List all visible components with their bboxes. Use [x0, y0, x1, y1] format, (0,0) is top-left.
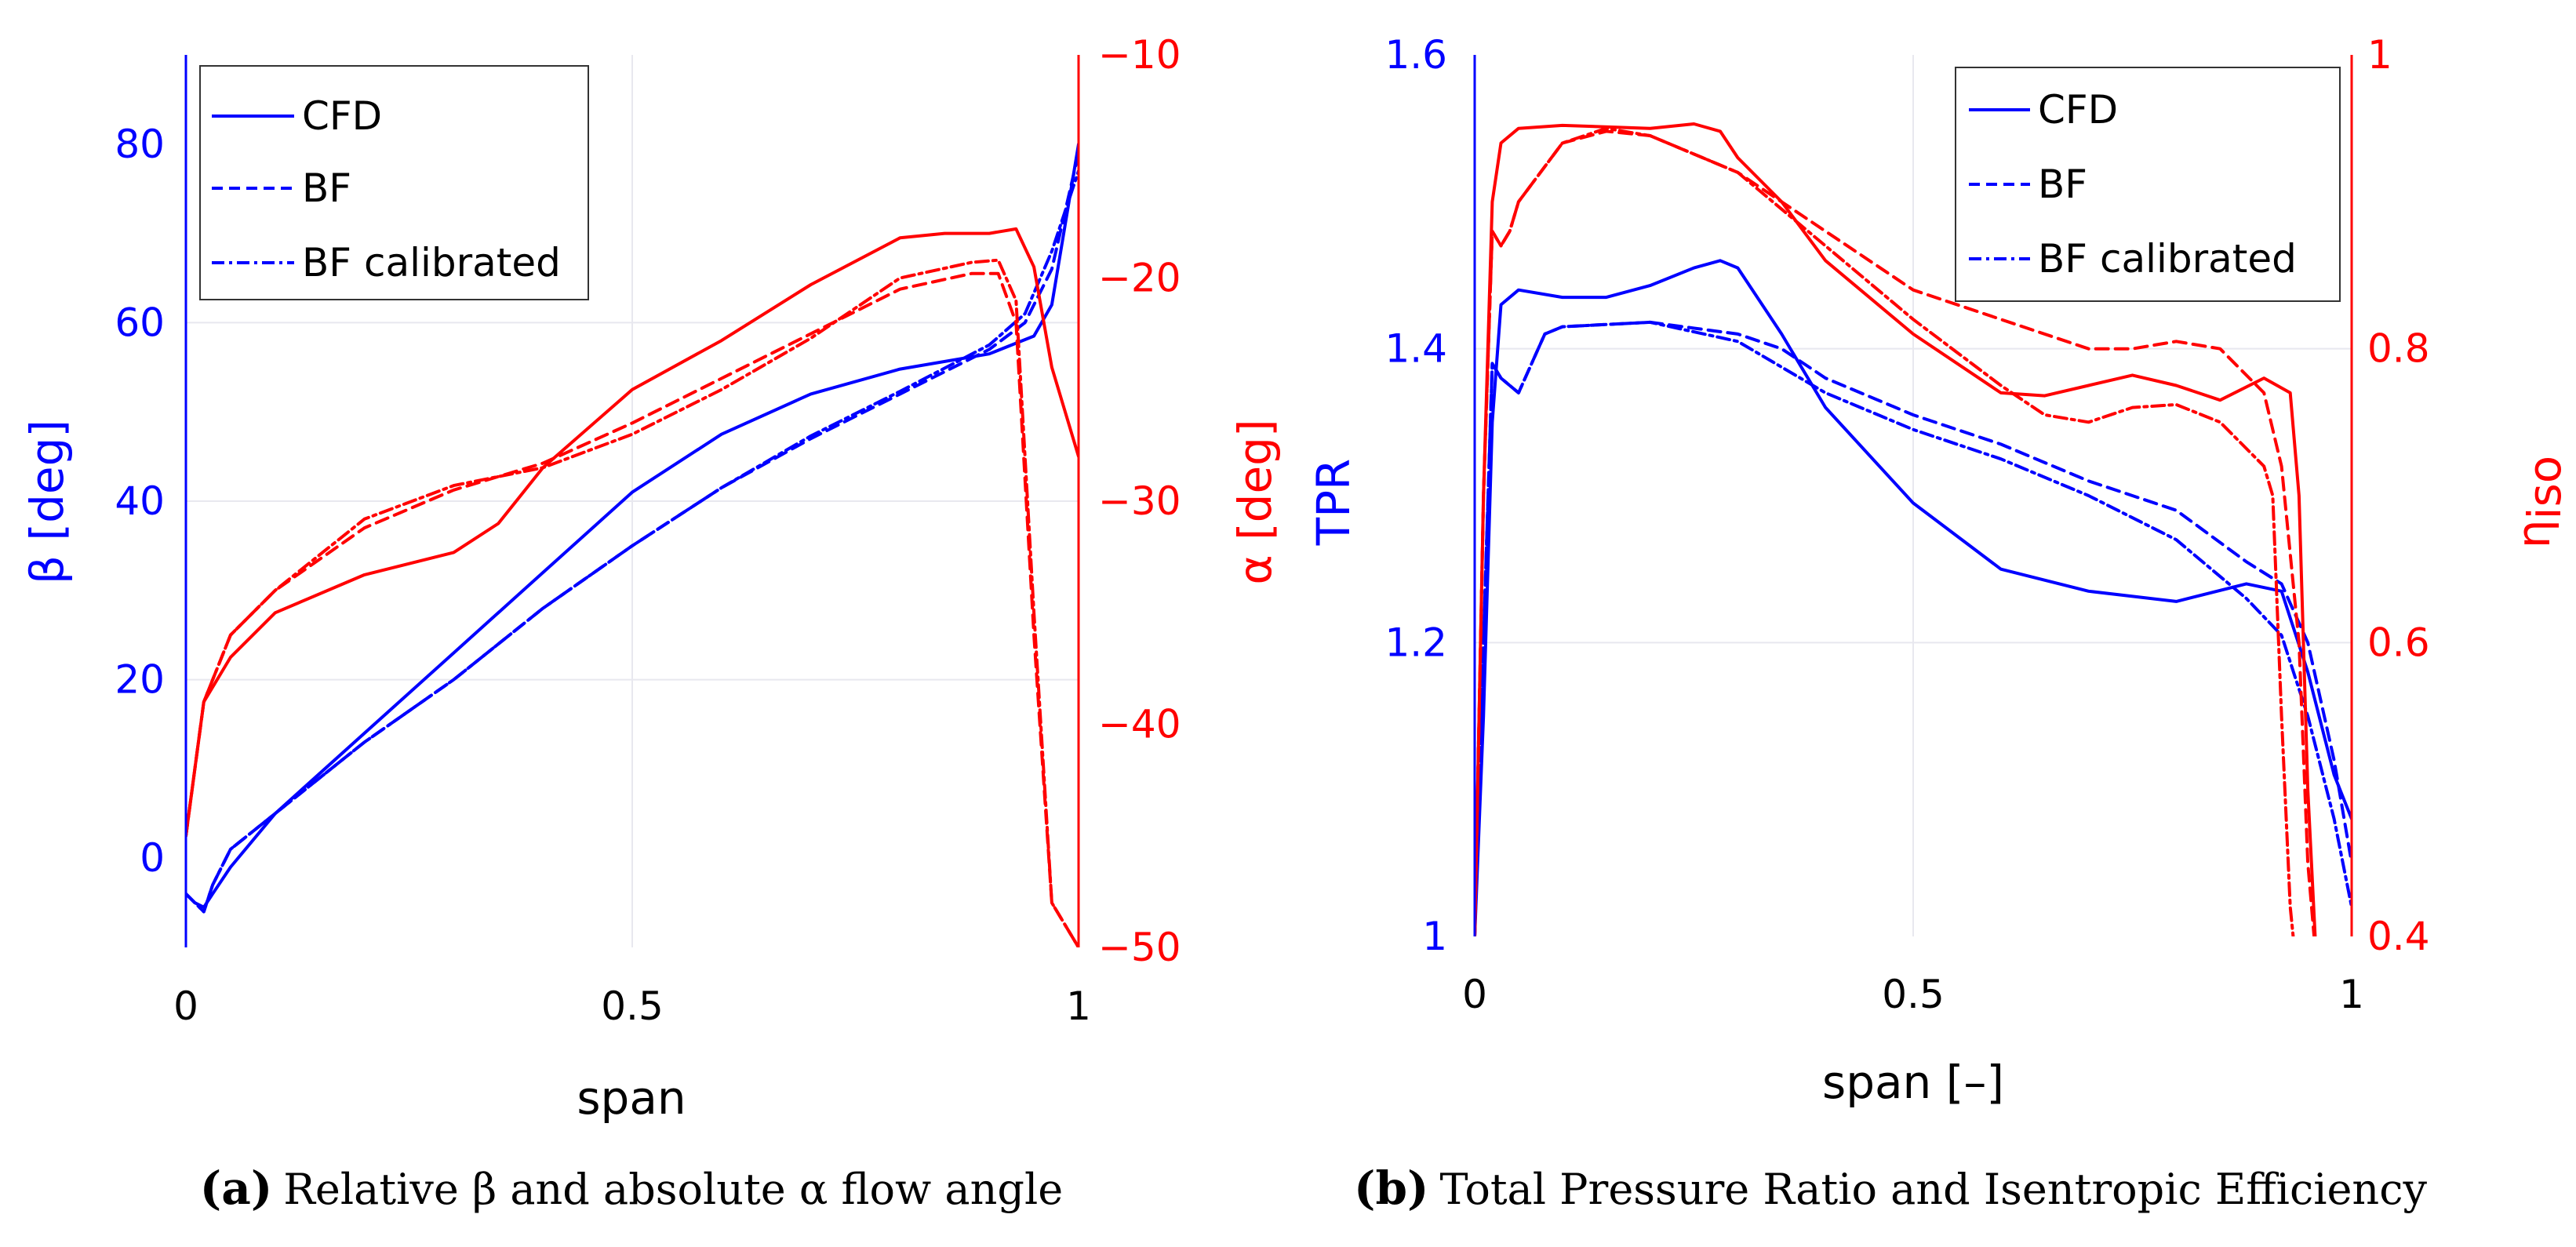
legend-box-b	[1955, 67, 2341, 302]
grid-b	[1475, 55, 2352, 936]
y-tick-label-right: −40	[1098, 702, 1181, 747]
y-tick-label-left: 1.6	[1384, 32, 1447, 78]
legend-label-bf-b: BF	[2038, 162, 2087, 207]
chart-panel-b: 0 0.5 1 1 1.2 1.4 1.6 0.4 0.6 0.8 1 span [–] TPR η…	[1307, 32, 2571, 1215]
y-tick-label-right: 0.4	[2367, 914, 2430, 959]
y-axis-right-label-b: ηiso	[2507, 456, 2571, 549]
x-axis-label-b: span [–]	[1822, 1056, 2004, 1109]
y-axis-right-label-a: α [deg]	[1228, 419, 1282, 584]
series-line-bf-calibrated-right	[1475, 126, 2295, 936]
y-tick-label-left: 0	[140, 835, 165, 881]
grid-a	[186, 55, 1079, 947]
series-line-bf-calibrated-left	[186, 169, 1079, 914]
y-tick-label-right: −50	[1098, 925, 1181, 970]
legend-box-a	[199, 65, 589, 300]
x-tick-label: 1	[1066, 983, 1091, 1029]
x-tick-label: 0	[1462, 972, 1487, 1017]
ticks-b: 0 0.5 1 1 1.2 1.4 1.6 0.4 0.6 0.8 1	[1384, 32, 2429, 1017]
series-line-bf-calibrated-left	[1475, 320, 2352, 936]
y-tick-label-right: 0.8	[2367, 326, 2430, 372]
series-group-b	[1475, 122, 2352, 936]
x-tick-label: 1	[2339, 972, 2364, 1017]
y-tick-label-left: 80	[115, 122, 165, 167]
series-line-cfd-right	[1475, 122, 2317, 936]
y-tick-label-left: 20	[115, 657, 165, 703]
y-tick-label-left: 1	[1422, 914, 1447, 959]
y-axis-left-label-a: β [deg]	[20, 420, 74, 584]
caption-text-a: Relative β and absolute α flow angle	[283, 1165, 1063, 1214]
legend-a: CFD BF BF calibrated	[199, 65, 589, 300]
y-tick-label-left: 40	[115, 478, 165, 524]
legend-b: CFD BF BF calibrated	[1955, 67, 2341, 302]
legend-label-cfd-a: CFD	[302, 93, 382, 139]
y-axis-right-label-b-main: η	[2507, 520, 2560, 549]
legend-label-bfcal-a: BF calibrated	[302, 240, 561, 285]
chart-panel-a: 0 0.5 1 0 20 40 60 80 −50 −40 −30 −20 −10 span β [de…	[20, 32, 1282, 1215]
y-tick-label-left: 1.2	[1384, 620, 1447, 665]
y-tick-label-left: 60	[115, 300, 165, 345]
x-tick-label: 0.5	[601, 983, 664, 1029]
x-axis-label-a: span	[577, 1071, 686, 1125]
y-tick-label-right: −30	[1098, 478, 1181, 524]
series-group-a	[186, 142, 1079, 947]
caption-a: (a) Relative β and absolute α flow angle	[200, 1162, 1063, 1215]
series-line-bf-calibrated-right	[186, 258, 1079, 947]
x-tick-label: 0	[173, 983, 198, 1029]
y-tick-label-left: 1.4	[1384, 326, 1447, 372]
x-tick-label: 0.5	[1882, 972, 1945, 1017]
y-tick-label-right: 0.6	[2367, 620, 2430, 665]
ticks-a: 0 0.5 1 0 20 40 60 80 −50 −40 −30 −20 −10	[115, 32, 1181, 1029]
y-axis-left-label-b: TPR	[1307, 459, 1360, 547]
series-line-cfd-left	[1475, 259, 2352, 936]
series-line-cfd-right	[186, 227, 1079, 838]
legend-label-bfcal-b: BF calibrated	[2038, 236, 2297, 282]
legend-label-bf-a: BF	[302, 165, 351, 211]
caption-text-b: Total Pressure Ratio and Isentropic Effi…	[1440, 1165, 2428, 1214]
y-tick-label-right: 1	[2367, 32, 2392, 78]
legend-label-cfd-b: CFD	[2038, 87, 2118, 133]
caption-letter-a: (a)	[200, 1162, 272, 1215]
y-tick-label-right: −20	[1098, 256, 1181, 301]
y-tick-label-right: −10	[1098, 32, 1181, 78]
y-axis-right-label-b-sub: iso	[2518, 456, 2571, 520]
caption-b: (b) Total Pressure Ratio and Isentropic E…	[1354, 1162, 2427, 1215]
caption-letter-b: (b)	[1354, 1162, 1428, 1215]
